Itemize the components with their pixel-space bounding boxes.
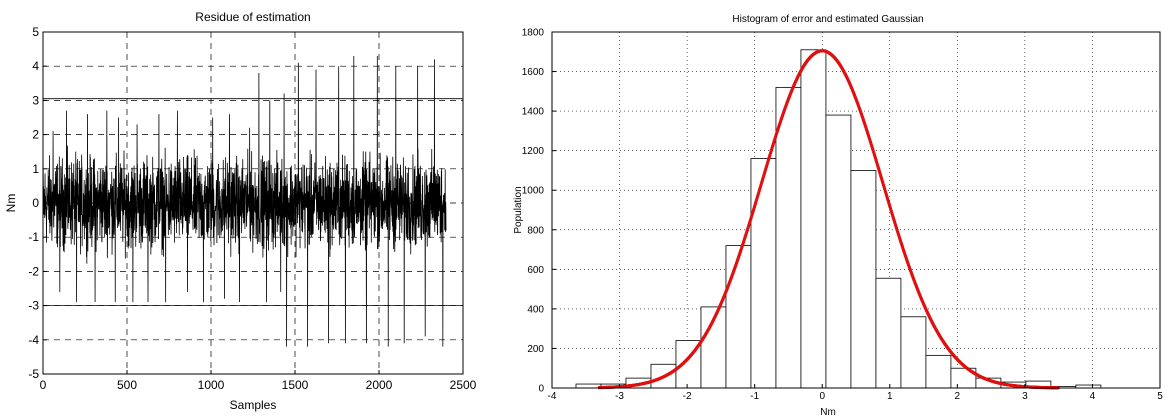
residue-chart: Residue of estimation 0 500 1000 1500 2000 25…: [4, 10, 477, 412]
right-x-tick-label: -4: [548, 391, 557, 402]
left-y-axis-label: Nm: [4, 194, 18, 213]
left-threshold-lines: [43, 98, 463, 307]
left-y-tick-label: -1: [28, 230, 39, 244]
histogram-chart: Histogram of error and estimated Gaussia…: [513, 14, 1163, 418]
left-y-tick-label: 5: [32, 25, 39, 39]
histogram-bar: [900, 316, 927, 389]
right-y-tick-label: 0: [538, 384, 544, 395]
left-y-tick-label: -4: [28, 333, 39, 347]
right-x-tick-label: 1: [887, 391, 893, 402]
right-x-tick-label: 2: [955, 391, 961, 402]
histogram-bar: [800, 49, 827, 389]
histogram-bars: [575, 49, 1102, 389]
right-x-axis-label: Nm: [820, 407, 836, 418]
left-y-tick-label: -5: [28, 367, 39, 381]
left-x-tick-label: 0: [40, 378, 47, 392]
left-chart-title: Residue of estimation: [195, 10, 310, 24]
left-x-axis-label: Samples: [230, 398, 277, 412]
left-x-tick-label: 1500: [282, 378, 309, 392]
right-x-tick-label: -2: [683, 391, 692, 402]
histogram-bar: [575, 383, 602, 389]
left-y-ticks: -5 -4 -3 -2 -1 0 1 2 3 4 5: [28, 25, 47, 381]
right-chart-title: Histogram of error and estimated Gaussia…: [732, 14, 923, 25]
left-x-tick-label: 2000: [366, 378, 393, 392]
right-x-tick-label: 4: [1090, 391, 1096, 402]
histogram-bar: [875, 277, 902, 389]
right-x-tick-label: 5: [1157, 391, 1163, 402]
right-y-tick-label: 1200: [522, 146, 545, 157]
right-y-tick-label: 1600: [522, 67, 545, 78]
right-x-tick-label: -1: [750, 391, 759, 402]
right-y-tick-label: 200: [527, 344, 544, 355]
right-axes-box: [551, 31, 1161, 389]
residue-signal-line: [42, 55, 447, 347]
left-x-tick-label: 500: [117, 378, 137, 392]
right-y-tick-label: 600: [527, 265, 544, 276]
left-y-tick-label: 1: [32, 162, 39, 176]
left-x-ticks: 0 500 1000 1500 2000 2500: [40, 370, 477, 392]
left-y-tick-label: 0: [32, 196, 39, 210]
right-x-tick-label: 0: [819, 391, 825, 402]
right-x-tick-label: -3: [615, 391, 624, 402]
histogram-bar: [750, 158, 777, 389]
left-y-tick-label: -3: [28, 299, 39, 313]
left-y-tick-label: 2: [32, 128, 39, 142]
left-y-tick-label: -2: [28, 264, 39, 278]
left-y-tick-label: 3: [32, 93, 39, 107]
right-x-tick-label: 3: [1022, 391, 1028, 402]
histogram-bar: [925, 354, 952, 389]
right-y-tick-label: 1800: [522, 28, 545, 39]
histogram-bar: [825, 114, 852, 389]
histogram-bar: [725, 245, 752, 389]
left-y-tick-label: 4: [32, 59, 39, 73]
left-x-tick-label: 1000: [198, 378, 225, 392]
right-y-tick-label: 400: [527, 304, 544, 315]
histogram-bar: [850, 170, 877, 389]
left-x-tick-label: 2500: [450, 378, 477, 392]
right-y-tick-label: 1400: [522, 107, 545, 118]
histogram-bar: [775, 86, 802, 389]
right-y-tick-label: 800: [527, 225, 544, 236]
right-x-ticks: -4 -3 -2 -1 0 1 2 3 4 5: [548, 384, 1163, 402]
right-y-tick-label: 1000: [522, 186, 545, 197]
right-y-ticks: 0 200 400 600 800 1000 1200 1400 1600 1800: [522, 28, 556, 395]
right-y-axis-label: Population: [513, 186, 524, 233]
